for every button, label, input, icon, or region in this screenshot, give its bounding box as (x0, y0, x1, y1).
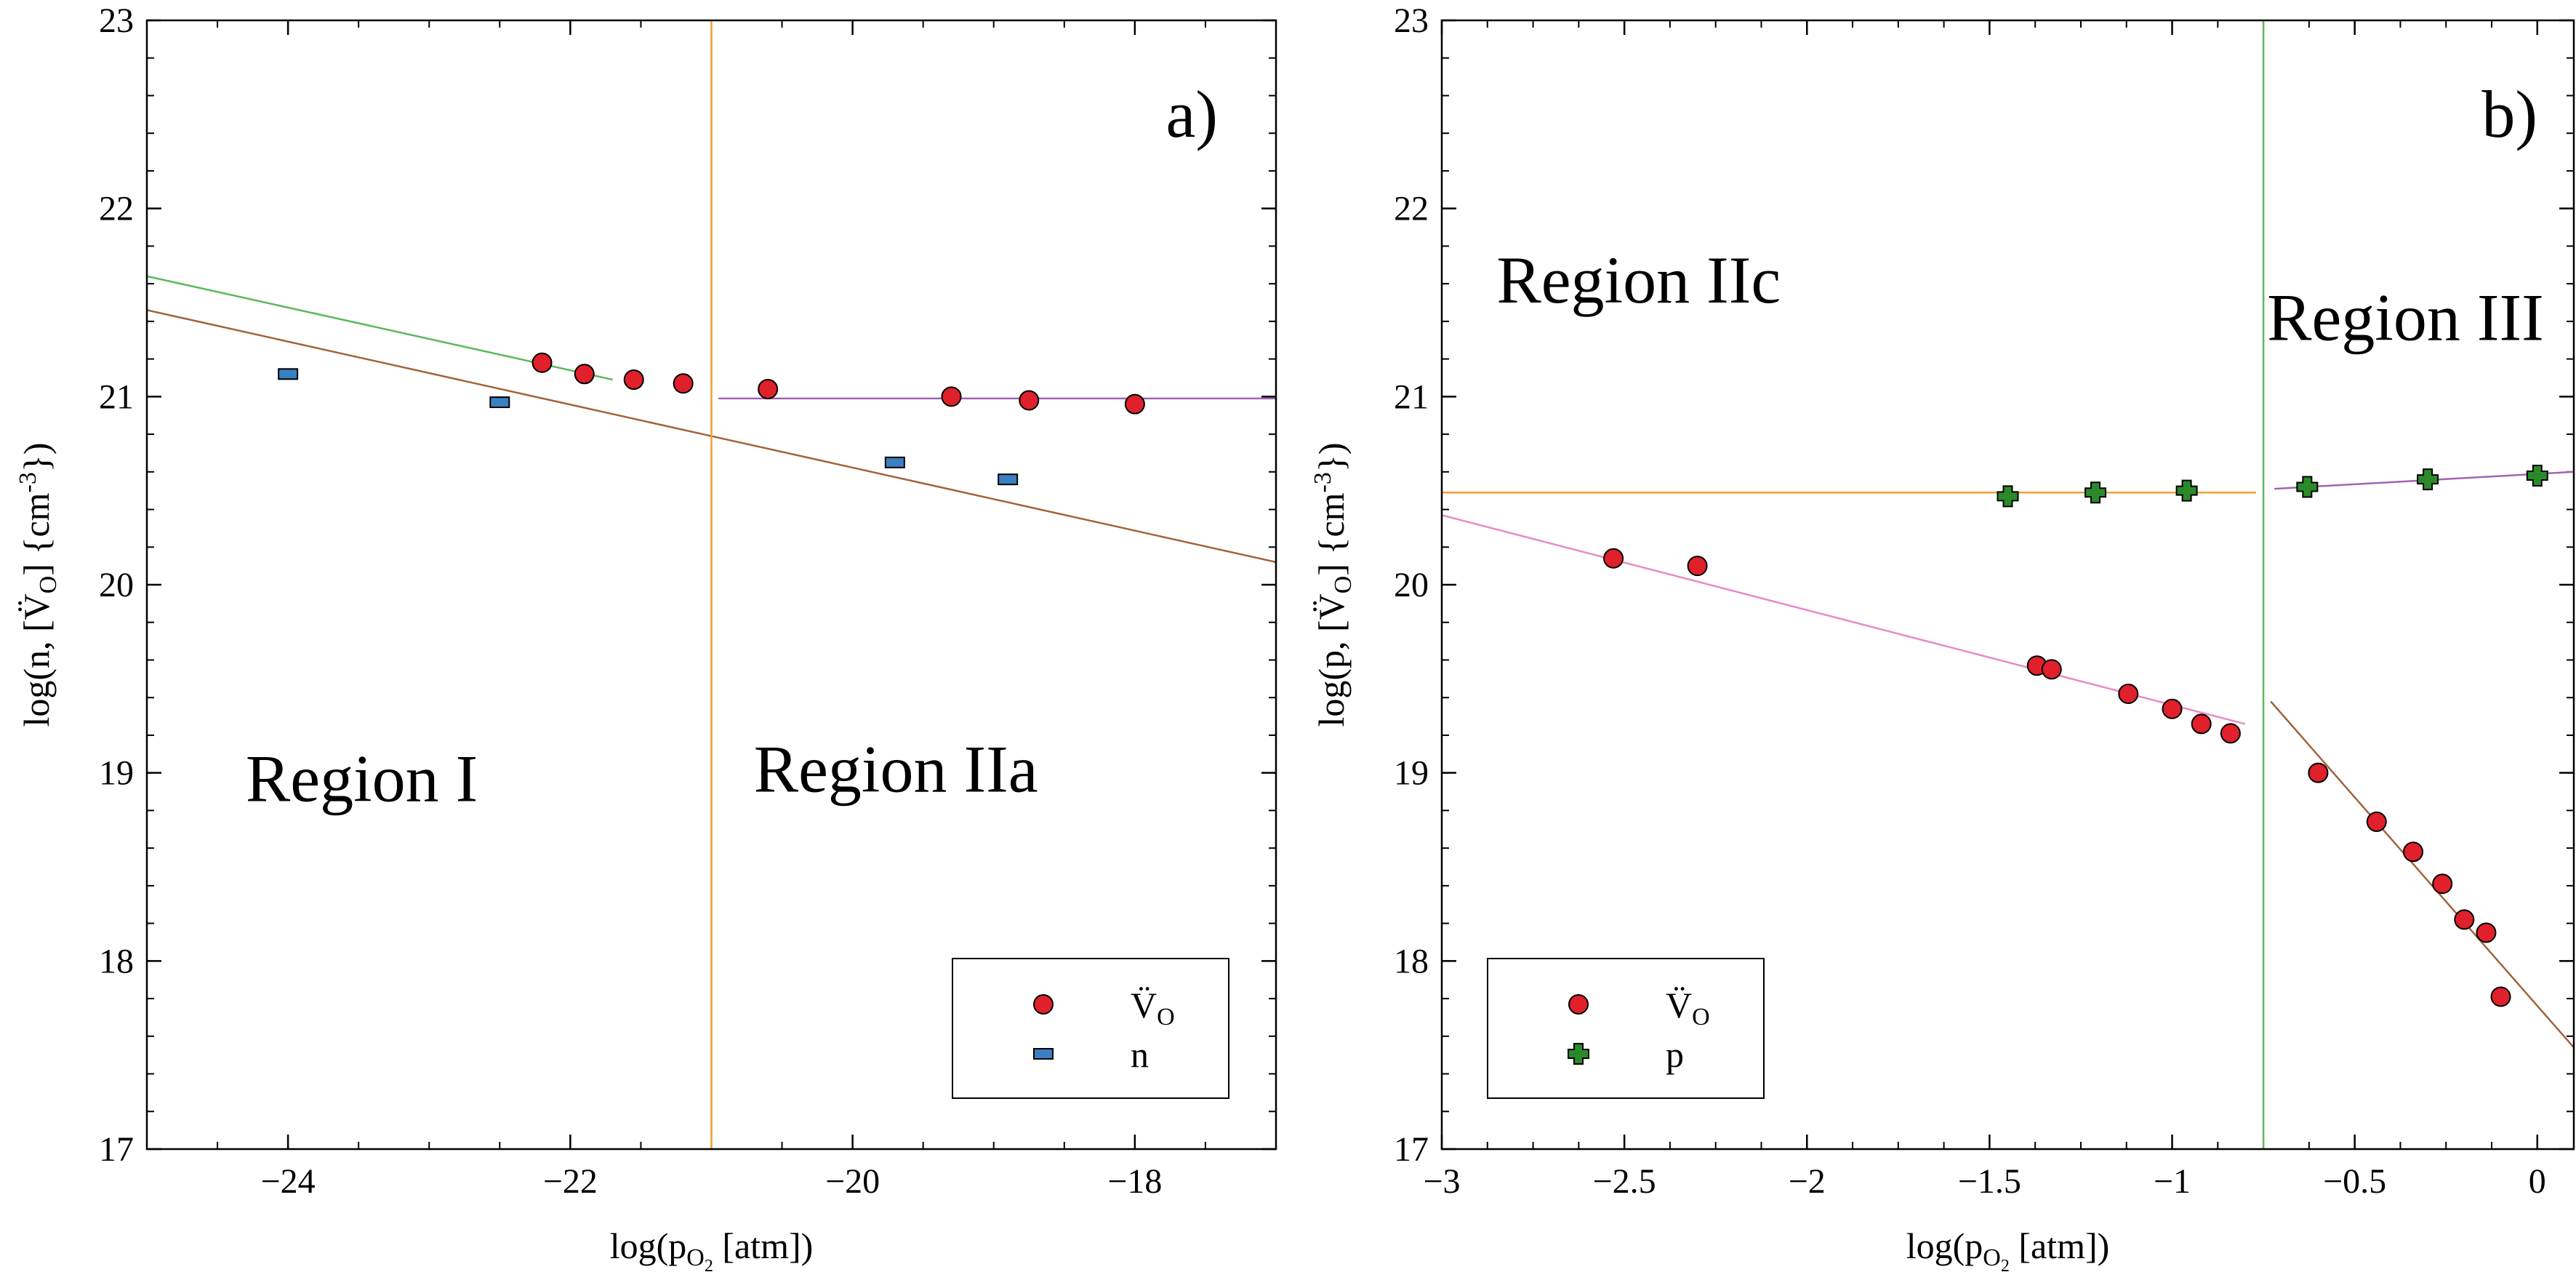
data-point (2432, 873, 2453, 895)
data-point (2041, 659, 2062, 680)
y-tick-label: 20 (99, 566, 134, 604)
series-2 (278, 368, 1019, 486)
data-point (574, 364, 595, 385)
legend-marker (1033, 994, 1054, 1015)
x-axis-title: log(pO2 [atm]) (610, 1225, 814, 1276)
y-tick-label: 17 (99, 1130, 134, 1169)
series-1 (531, 352, 1145, 415)
data-point (2417, 468, 2439, 491)
legend-entry: V̈O (1666, 985, 1710, 1031)
fit-lines (1442, 20, 2574, 1149)
x-tick-label: −3 (1423, 1162, 1460, 1201)
x-tick-label: −24 (261, 1162, 316, 1201)
data-point (623, 369, 644, 391)
plot-frame (145, 19, 1277, 1151)
data-point (2476, 922, 2497, 943)
y-tick-label: 18 (99, 942, 134, 980)
data-point (2191, 713, 2212, 735)
data-point (2162, 698, 2183, 719)
legend-entry: n (1131, 1034, 1149, 1075)
y-tick-label: 21 (1394, 377, 1429, 416)
legend: V̈Op (1487, 958, 1765, 1099)
data-point (1124, 393, 1145, 415)
data-point (2526, 464, 2548, 487)
legend-marker (1568, 994, 1589, 1015)
data-point (2085, 481, 2107, 504)
legend-entry: p (1666, 1034, 1684, 1075)
data-point (2403, 841, 2424, 863)
y-tick-label: 18 (1394, 942, 1429, 980)
data-point (489, 396, 510, 409)
data-point (673, 373, 694, 394)
panel-label: a) (1166, 77, 1218, 151)
y-axis-title: log(p, [V̈O] {cm-3}) (1309, 442, 1357, 727)
data-point (941, 386, 962, 407)
x-tick-label: −2.5 (1593, 1162, 1656, 1201)
data-point (2296, 476, 2319, 498)
panel-a: −24 −22 −20 −18 17 18 19 20 21 22 23 Region I Region… (15, 1, 1277, 1276)
legend-box (952, 958, 1229, 1099)
data-point (2220, 723, 2241, 744)
region-label: Region IIa (754, 732, 1038, 807)
data-point (2490, 986, 2511, 1007)
y-tick-label: 19 (99, 754, 134, 793)
plot-frame (1440, 19, 2575, 1151)
region-label: Region III (2267, 281, 2544, 355)
x-tick-label: −22 (543, 1162, 598, 1201)
series-2 (1997, 464, 2548, 508)
data-point (1603, 548, 1624, 569)
data-point (2366, 811, 2387, 832)
data-point (278, 368, 299, 380)
x-tick-label: 0 (2529, 1162, 2546, 1201)
data-point (884, 456, 905, 468)
x-tick-label: −1.5 (1958, 1162, 2021, 1201)
data-point (1687, 556, 1708, 577)
x-tick-label: −2 (1789, 1162, 1826, 1201)
fit-line (1442, 514, 2246, 725)
x-tick-label: −18 (1107, 1162, 1162, 1201)
data-point (2175, 479, 2198, 502)
y-tick-label: 22 (1394, 190, 1429, 228)
y-tick-label: 22 (99, 190, 134, 228)
x-tick-label: −20 (825, 1162, 880, 1201)
legend-entry: V̈O (1131, 985, 1175, 1031)
panel-label: b) (2481, 77, 2537, 151)
fit-line (2270, 700, 2574, 1049)
panel-b: −3 −2.5 −2 −1.5 −1 −0.5 0 17 18 19 20 21 22 23 Region … (1309, 1, 2575, 1276)
data-point (2118, 684, 2139, 705)
data-point (531, 352, 553, 373)
data-point (2454, 909, 2475, 930)
data-point (2308, 762, 2329, 783)
legend: V̈On (952, 958, 1229, 1099)
x-axis-title: log(pO2 [atm]) (1906, 1225, 2110, 1276)
data-point (758, 378, 779, 399)
series-1 (1603, 548, 2511, 1007)
data-point (998, 473, 1019, 486)
legend-box (1487, 958, 1765, 1099)
legend-marker (1033, 1048, 1054, 1060)
y-tick-label: 19 (1394, 754, 1429, 793)
y-tick-label: 17 (1394, 1130, 1429, 1169)
x-tick-label: −0.5 (2323, 1162, 2386, 1201)
y-axis-title: log(n, [V̈O] {cm-3}) (15, 442, 62, 727)
legend-marker (1568, 1043, 1589, 1065)
y-tick-label: 23 (99, 1, 134, 40)
region-label: Region IIc (1496, 243, 1781, 317)
x-tick-label: −1 (2154, 1162, 2191, 1201)
y-tick-label: 21 (99, 377, 134, 416)
y-tick-label: 20 (1394, 566, 1429, 604)
region-label: Region I (246, 741, 478, 815)
y-tick-label: 23 (1394, 1, 1429, 40)
data-point (1997, 485, 2019, 508)
data-point (1019, 390, 1040, 411)
